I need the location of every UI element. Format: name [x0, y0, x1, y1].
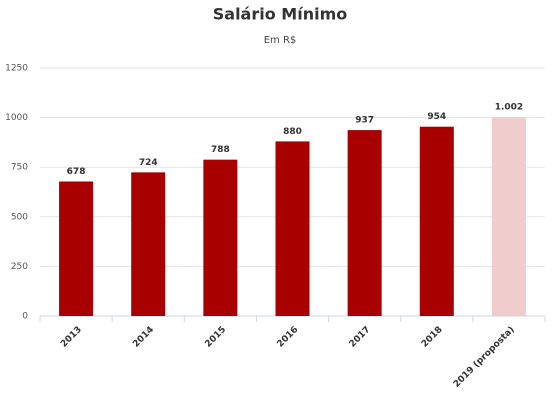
value-label: 724: [139, 158, 158, 168]
y-tick-label: 500: [11, 212, 28, 222]
value-label: 937: [355, 116, 374, 126]
x-tick-label: 2017: [348, 325, 373, 350]
value-label: 678: [67, 167, 86, 177]
x-tick-label: 2014: [131, 325, 156, 350]
bar: [59, 181, 94, 316]
value-label: 1.002: [495, 103, 523, 113]
x-tick-label: 2016: [276, 325, 301, 350]
bar: [491, 117, 526, 316]
chart-subtitle: Em R$: [264, 35, 297, 46]
chart-title: Salário Mínimo: [213, 5, 347, 24]
x-tick-label: 2013: [59, 325, 84, 350]
y-tick-label: 1000: [5, 113, 28, 123]
x-tick-label: 2019 (proposta): [452, 325, 517, 390]
y-tick-label: 0: [22, 312, 28, 322]
y-tick-label: 1250: [5, 64, 28, 74]
x-tick-label: 2015: [203, 325, 228, 350]
y-tick-label: 750: [11, 163, 28, 173]
value-label: 880: [283, 127, 302, 137]
value-label: 954: [427, 112, 446, 122]
bar: [203, 159, 238, 316]
bar: [347, 130, 382, 316]
y-tick-label: 250: [11, 262, 28, 272]
bar: [275, 141, 310, 316]
value-label: 788: [211, 145, 230, 155]
bar: [131, 172, 166, 316]
bar: [419, 126, 454, 316]
x-tick-label: 2018: [420, 325, 445, 350]
